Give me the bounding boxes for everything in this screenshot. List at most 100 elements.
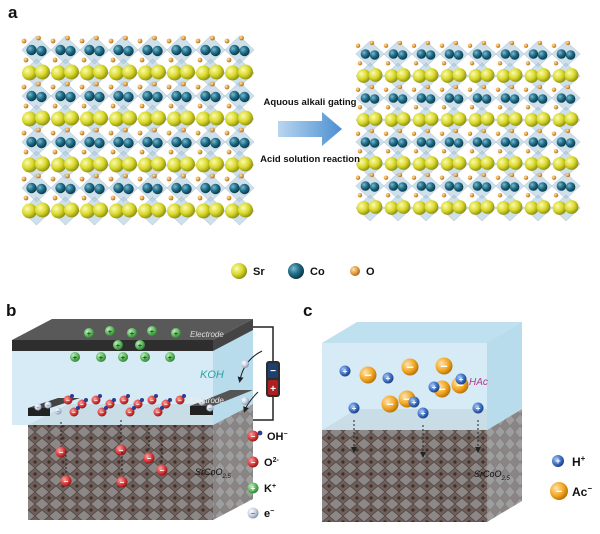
- o-atom: [210, 81, 215, 87]
- co-atom: [55, 182, 66, 194]
- svg-text:−: −: [46, 403, 49, 409]
- co-atom: [229, 44, 240, 56]
- sr-atom: [356, 69, 371, 83]
- o-atom: [497, 192, 503, 198]
- proton: [417, 407, 429, 419]
- legend-oh-label: OH−: [267, 431, 288, 443]
- o-atom: [123, 127, 128, 133]
- svg-text:+: +: [459, 375, 464, 384]
- co-atom: [142, 90, 153, 102]
- o-atom: [551, 175, 557, 180]
- co-atom: [425, 94, 436, 104]
- svg-text:−: −: [122, 397, 126, 404]
- co-atom: [152, 91, 163, 103]
- sr-atom: [452, 156, 467, 170]
- o-atom: [383, 43, 389, 48]
- o-atom: [509, 172, 515, 178]
- o-atom: [497, 104, 503, 110]
- o-atom: [369, 40, 375, 46]
- co-atom: [453, 94, 464, 104]
- sr-atom: [564, 112, 579, 126]
- o-atom: [537, 84, 543, 90]
- sr-atom: [468, 113, 483, 127]
- co-atom: [65, 45, 76, 57]
- co-atom: [528, 181, 539, 191]
- o-atom: [565, 128, 571, 134]
- o-atom: [152, 35, 157, 41]
- o-atom: [181, 35, 186, 41]
- co-atom: [500, 93, 511, 103]
- sr-atom: [138, 111, 153, 127]
- o-atom: [21, 176, 27, 182]
- electron-flow-arrow-bottom: [243, 391, 259, 413]
- sr-atom: [468, 157, 483, 171]
- sr-atom: [412, 201, 427, 215]
- sr-atom: [356, 113, 371, 127]
- o-atom: [411, 43, 417, 48]
- o-atom: [168, 57, 174, 63]
- o-atom: [425, 40, 431, 46]
- sr-atom: [180, 110, 195, 126]
- o-atom: [525, 192, 531, 198]
- o-atom: [195, 176, 201, 182]
- hydroxide-ion: [125, 407, 135, 417]
- sr-atom: [412, 69, 427, 83]
- o-atom: [425, 84, 431, 90]
- sr-atom: [64, 64, 79, 80]
- legend-ions-b: − OH− − O2- + K+ − e−: [247, 430, 288, 520]
- sr-atom: [22, 203, 37, 219]
- o-atom: [166, 176, 172, 182]
- co-atom: [123, 183, 134, 195]
- o-atom: [110, 57, 116, 63]
- o-atom: [565, 40, 571, 46]
- co-atom: [171, 136, 182, 148]
- sr-atom: [524, 201, 539, 215]
- sr-atom: [384, 201, 399, 215]
- co-atom: [444, 49, 455, 59]
- svg-text:−: −: [66, 397, 70, 404]
- o-atom: [467, 175, 473, 180]
- substrate-side: [213, 404, 253, 520]
- o-atom: [509, 128, 515, 134]
- o-atom: [525, 60, 531, 66]
- co-atom: [26, 136, 37, 148]
- svg-text:−: −: [120, 478, 125, 487]
- sr-atom: [396, 200, 411, 214]
- co-atom: [123, 45, 134, 57]
- hydroxide-ion: [153, 407, 163, 417]
- o-atom: [551, 87, 557, 92]
- co-atom: [444, 93, 455, 103]
- legend-e: − e−: [247, 507, 274, 520]
- potassium-ion: [147, 326, 157, 336]
- o-atom: [52, 195, 58, 201]
- o-atom: [110, 195, 116, 201]
- o-atom: [565, 84, 571, 90]
- o-atom: [523, 175, 529, 180]
- o-atom: [65, 173, 70, 179]
- o-atom: [79, 130, 85, 136]
- o-atom: [355, 131, 361, 136]
- sr-atom: [552, 69, 567, 83]
- svg-text:−: −: [164, 401, 168, 408]
- top-electrode-front: [12, 340, 213, 351]
- sr-atom: [368, 156, 383, 170]
- o-atom: [439, 175, 445, 180]
- proton: [348, 402, 360, 414]
- co-atom: [472, 181, 483, 191]
- svg-text:−: −: [208, 406, 211, 412]
- o-atom: [469, 104, 475, 110]
- o-atom: [467, 131, 473, 136]
- o-atom: [166, 130, 172, 136]
- sr-atom: [151, 202, 166, 218]
- o-atom: [197, 103, 203, 109]
- co-atom: [481, 94, 492, 104]
- sr-atom: [424, 156, 439, 170]
- substrate-side-c: [487, 409, 522, 522]
- co-atom: [453, 138, 464, 148]
- svg-text:+: +: [352, 404, 357, 413]
- sr-atom: [80, 65, 95, 81]
- o-atom: [385, 60, 391, 66]
- circuit-wire-top: [253, 326, 274, 361]
- co-atom: [500, 137, 511, 147]
- o-atom: [413, 104, 419, 110]
